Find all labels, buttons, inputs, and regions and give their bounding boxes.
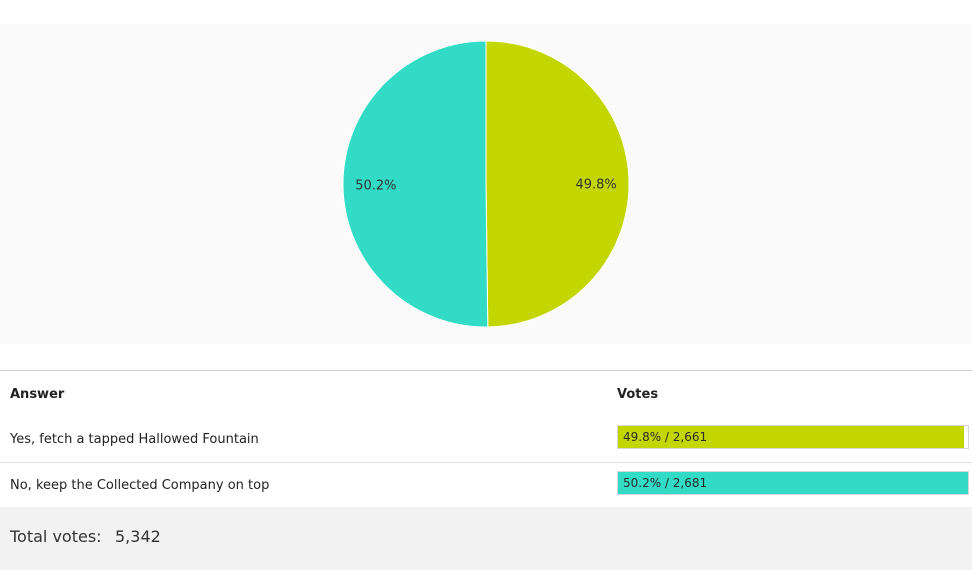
total-votes-bar: Total votes: 5,342 — [0, 507, 972, 570]
pie-slice-label: 49.8% — [575, 177, 616, 192]
vote-bar: 50.2% / 2,681 — [617, 471, 969, 495]
total-votes-label: Total votes: — [10, 527, 102, 546]
table-row: No, keep the Collected Company on top 50… — [0, 463, 972, 508]
vote-bar-fill — [618, 426, 964, 448]
vote-bar-label: 50.2% / 2,681 — [623, 476, 708, 490]
table-header-row: Answer Votes — [0, 371, 972, 417]
pie-chart-panel: 49.8% 50.2% — [0, 24, 972, 344]
pie-slice — [485, 40, 630, 328]
pie-slice-label: 50.2% — [355, 179, 396, 194]
answer-label: No, keep the Collected Company on top — [10, 478, 270, 493]
results-table: Answer Votes Yes, fetch a tapped Hallowe… — [0, 370, 972, 508]
total-votes-value: 5,342 — [115, 527, 161, 546]
votes-column-header: Votes — [617, 387, 659, 402]
table-row: Yes, fetch a tapped Hallowed Fountain 49… — [0, 417, 972, 463]
vote-bar-label: 49.8% / 2,661 — [623, 430, 708, 444]
vote-bar-fill — [618, 472, 968, 494]
answer-column-header: Answer — [10, 387, 65, 402]
answer-label: Yes, fetch a tapped Hallowed Fountain — [10, 432, 259, 447]
pie-chart: 49.8% 50.2% — [342, 40, 630, 328]
vote-bar: 49.8% / 2,661 — [617, 425, 969, 449]
pie-slice — [342, 40, 489, 328]
